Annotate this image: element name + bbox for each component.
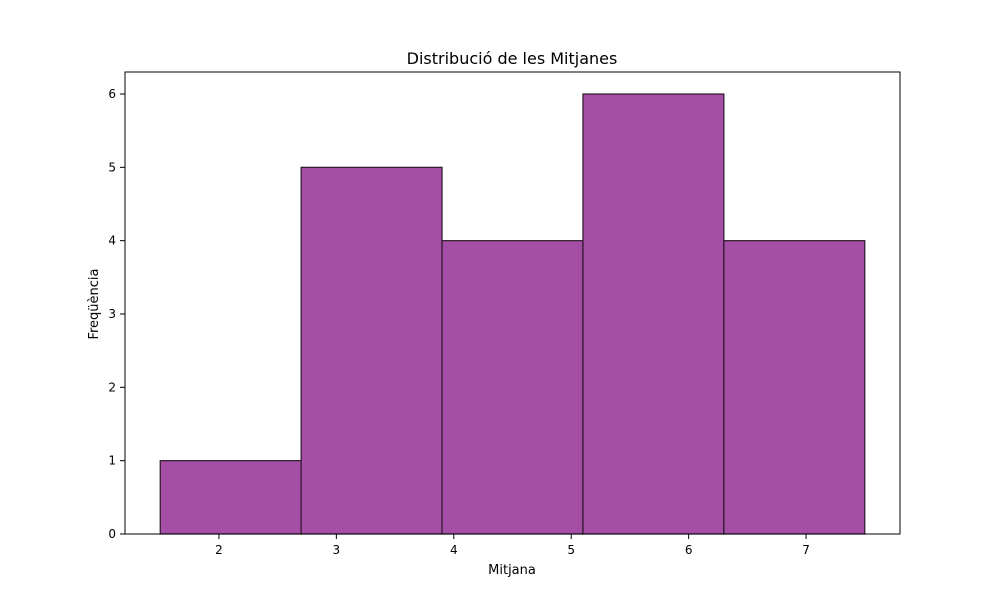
y-tick-label: 4 (108, 234, 116, 248)
x-axis-label: Mitjana (488, 563, 536, 578)
plot-frame (124, 71, 901, 535)
x-tick-label: 5 (567, 543, 575, 557)
histogram-bar-5 (723, 240, 866, 535)
histogram-bar-4 (582, 93, 725, 535)
x-tick-label: 7 (802, 543, 810, 557)
y-tick-label: 6 (108, 87, 116, 101)
y-tick-label: 5 (108, 160, 116, 174)
histogram-bar-3 (441, 240, 584, 535)
y-axis-label: Freqüència (87, 268, 102, 339)
x-tick-label: 6 (685, 543, 693, 557)
chart-title: Distribució de les Mitjanes (407, 49, 618, 68)
axes-layer: 2 3 4 5 6 7 0 1 2 3 4 5 6 (108, 71, 901, 557)
x-tick-label: 2 (215, 543, 223, 557)
x-tick-label: 4 (450, 543, 458, 557)
x-tick-label: 3 (333, 543, 341, 557)
y-tick-label: 0 (108, 527, 116, 541)
y-tick-label: 3 (108, 307, 116, 321)
y-tick-label: 2 (108, 380, 116, 394)
y-tick-label: 1 (108, 454, 116, 468)
histogram-bar-2 (300, 166, 443, 535)
bars-layer (159, 93, 866, 535)
histogram-bar-1 (159, 460, 302, 535)
